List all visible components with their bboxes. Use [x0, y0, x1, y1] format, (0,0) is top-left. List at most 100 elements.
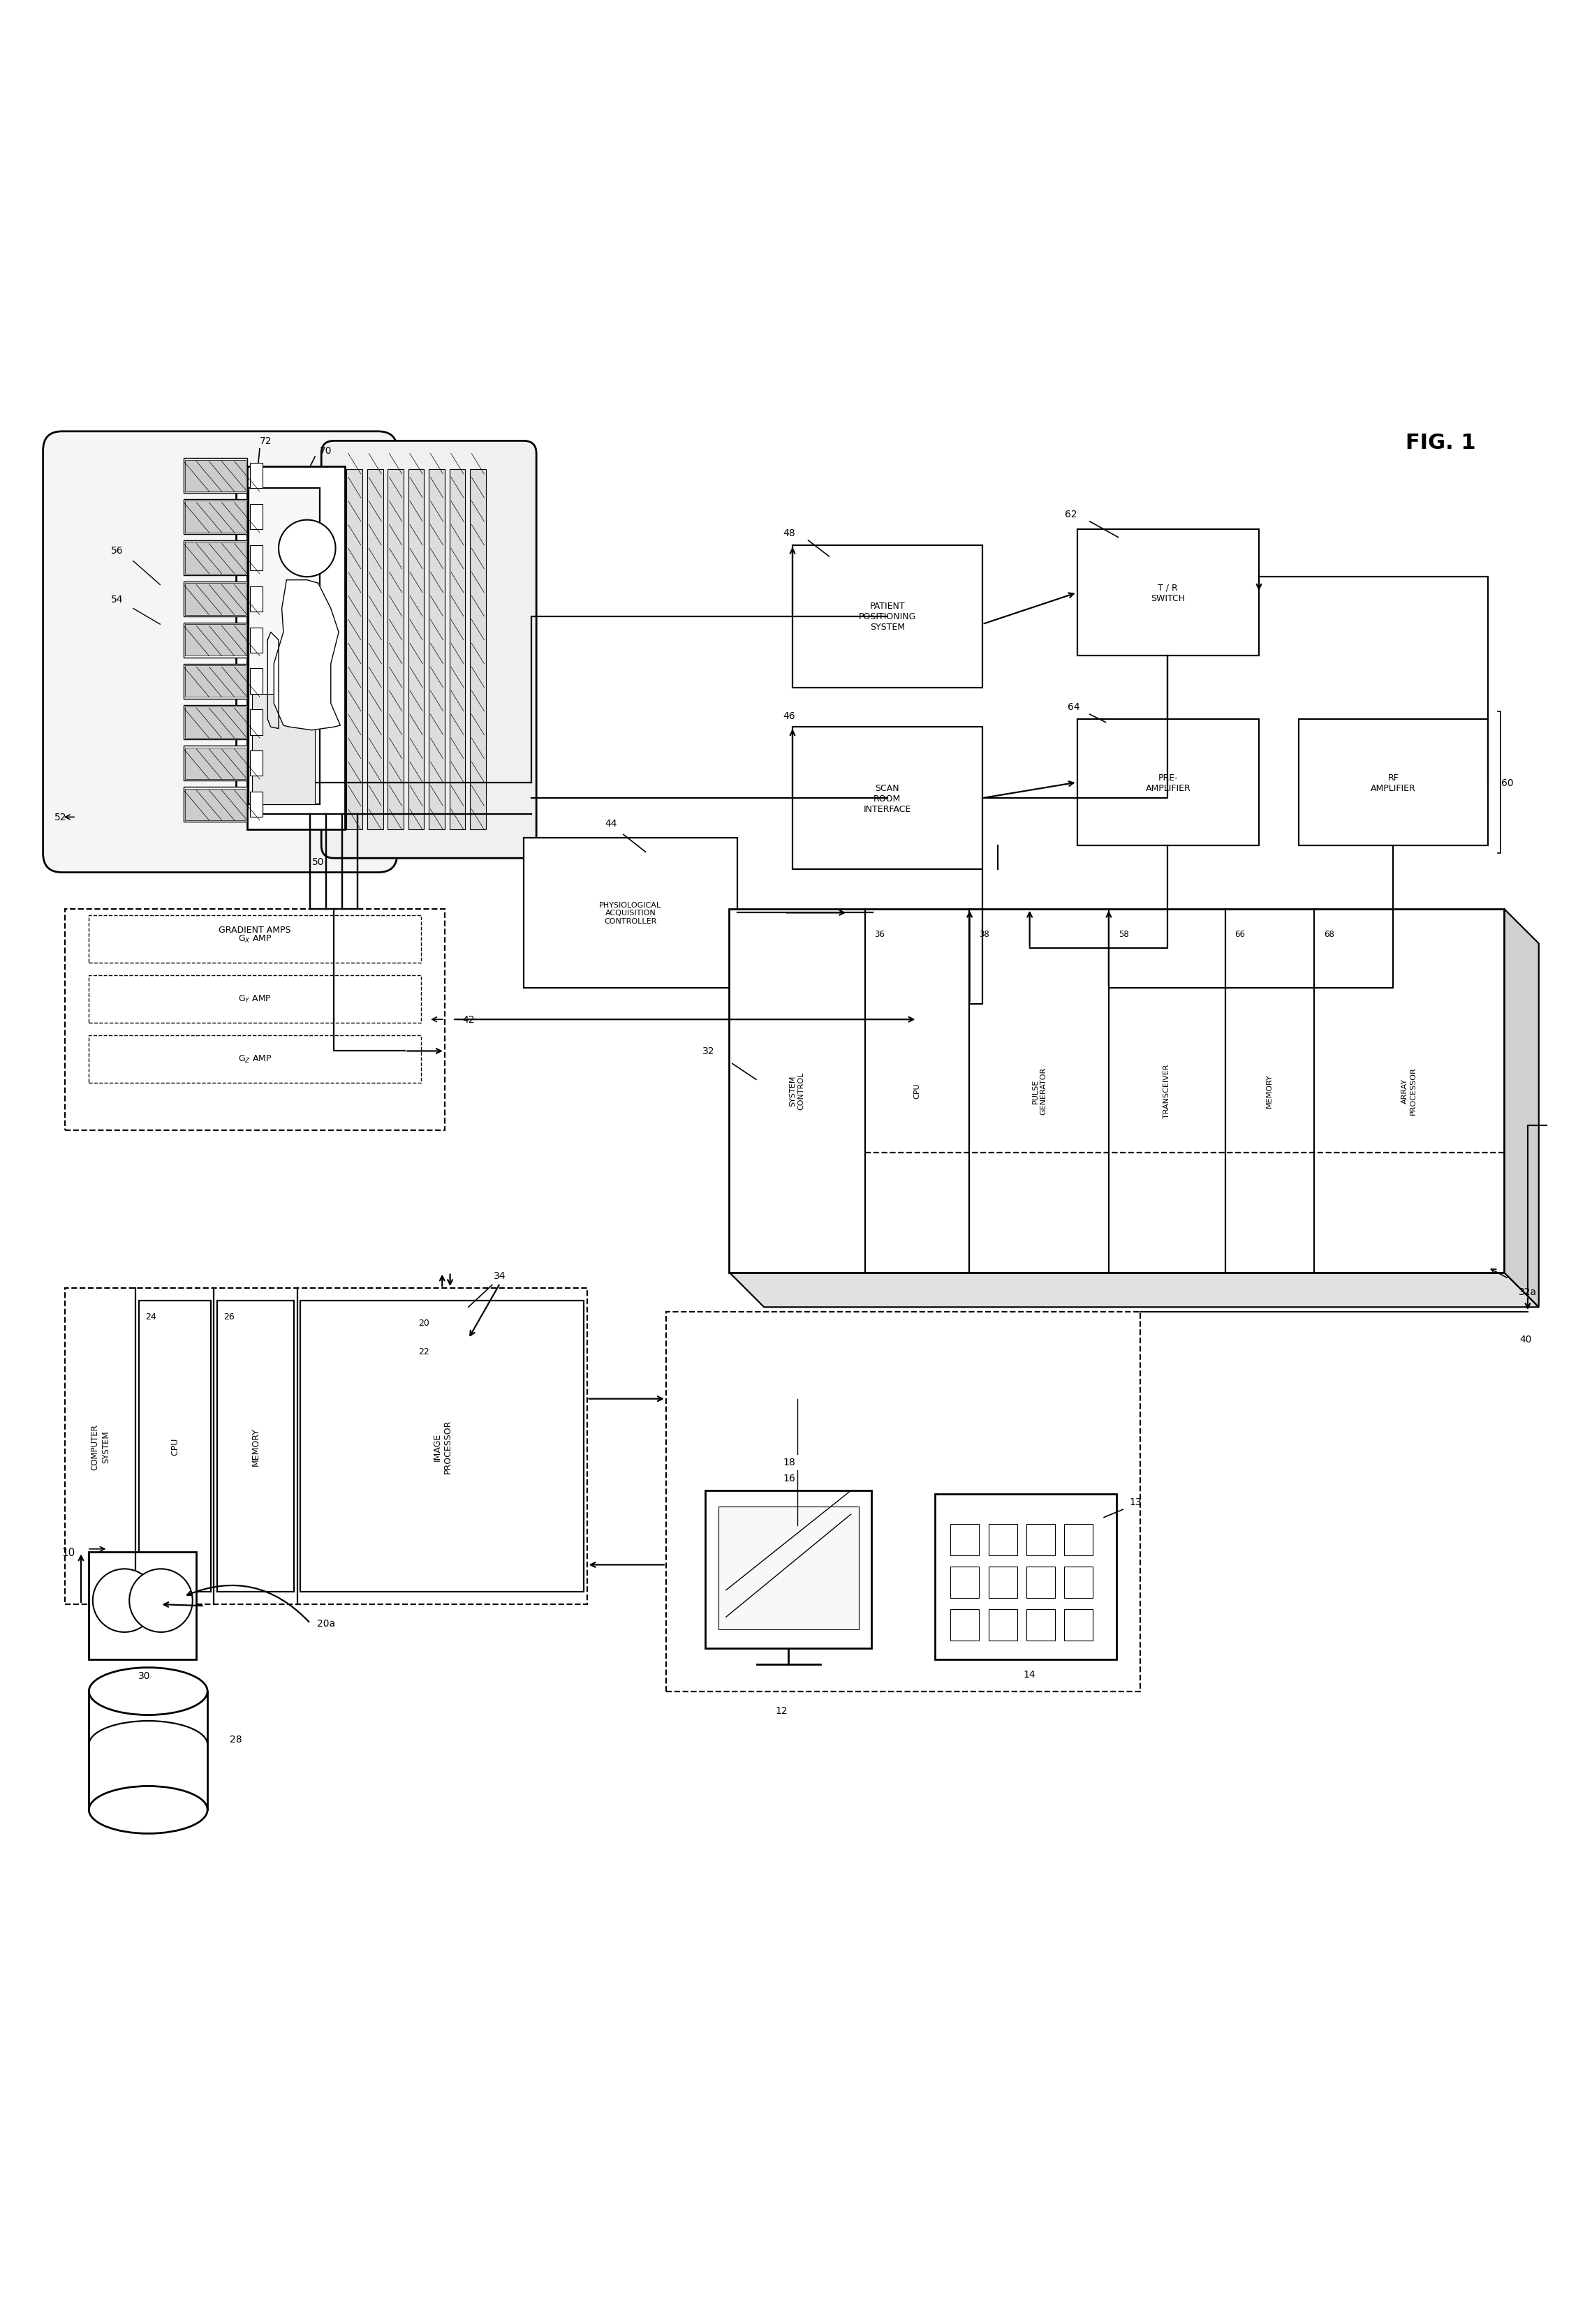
Bar [185, 502, 246, 532]
Bar [1298, 720, 1488, 846]
Text: 54: 54 [111, 595, 124, 604]
Text: RF
AMPLIFIER: RF AMPLIFIER [1371, 774, 1415, 792]
FancyBboxPatch shape [322, 442, 536, 858]
Text: PATIENT
POSITIONING
SYSTEM: PATIENT POSITIONING SYSTEM [859, 602, 916, 632]
Text: 44: 44 [604, 818, 617, 830]
Text: FIG. 1: FIG. 1 [1406, 432, 1476, 453]
Bar [469, 469, 485, 830]
Text: PRE-
AMPLIFIER: PRE- AMPLIFIER [1146, 774, 1190, 792]
Text: G$_X$ AMP: G$_X$ AMP [238, 934, 273, 944]
Bar [409, 469, 425, 830]
Bar [1065, 1608, 1094, 1641]
Bar [1027, 1608, 1056, 1641]
Bar [250, 669, 263, 695]
Bar [184, 704, 247, 739]
Bar [250, 711, 263, 734]
Text: 62: 62 [1065, 509, 1076, 518]
Text: 66: 66 [1235, 930, 1246, 939]
Text: 58: 58 [1119, 930, 1129, 939]
Bar [184, 788, 247, 823]
Text: COMPUTER
SYSTEM: COMPUTER SYSTEM [90, 1425, 111, 1469]
Circle shape [130, 1569, 192, 1631]
Text: CPU: CPU [913, 1083, 921, 1099]
Text: T / R
SWITCH: T / R SWITCH [1151, 583, 1186, 602]
Bar [184, 500, 247, 535]
Text: CPU: CPU [170, 1439, 179, 1455]
Bar [236, 474, 334, 818]
Text: SCAN
ROOM
INTERFACE: SCAN ROOM INTERFACE [864, 783, 911, 813]
Text: 22: 22 [418, 1348, 430, 1357]
Bar [250, 462, 263, 488]
Bar [250, 586, 263, 611]
Text: G$_Y$ AMP: G$_Y$ AMP [238, 995, 271, 1004]
Bar [951, 1566, 980, 1599]
Bar [252, 695, 315, 804]
Text: 12: 12 [775, 1706, 788, 1715]
Bar [1065, 1525, 1094, 1555]
Bar [65, 909, 445, 1129]
Bar [184, 665, 247, 700]
Bar [368, 469, 384, 830]
Bar [301, 1301, 583, 1592]
Bar [65, 1287, 586, 1604]
Bar [705, 1490, 872, 1648]
Text: PULSE
GENERATOR: PULSE GENERATOR [1032, 1067, 1046, 1116]
Polygon shape [274, 581, 341, 730]
Text: 42: 42 [463, 1016, 474, 1025]
Bar [185, 790, 246, 820]
Bar [347, 469, 363, 830]
Text: 24: 24 [146, 1313, 155, 1322]
Bar [792, 727, 983, 869]
Bar [935, 1494, 1116, 1659]
FancyBboxPatch shape [43, 432, 398, 874]
Circle shape [94, 1569, 155, 1631]
Bar [89, 1037, 422, 1083]
Bar [250, 504, 263, 530]
Text: 46: 46 [783, 711, 796, 720]
Text: MEMORY: MEMORY [1266, 1074, 1273, 1109]
Bar [185, 625, 246, 655]
Bar [523, 839, 737, 988]
Text: 56: 56 [111, 546, 124, 555]
Bar [139, 1301, 211, 1592]
Bar [185, 706, 246, 739]
Text: 68: 68 [1323, 930, 1335, 939]
Text: 16: 16 [783, 1473, 796, 1483]
Polygon shape [729, 1274, 1539, 1308]
Bar [729, 909, 1504, 1274]
Ellipse shape [89, 1669, 208, 1715]
Bar [1078, 720, 1258, 846]
Text: 70: 70 [320, 446, 333, 456]
Bar [666, 1313, 1140, 1692]
Bar [89, 976, 422, 1023]
Circle shape [279, 521, 336, 576]
Bar [989, 1566, 1018, 1599]
Bar [450, 469, 466, 830]
Bar [250, 792, 263, 818]
Bar [989, 1525, 1018, 1555]
Text: 50: 50 [312, 858, 325, 867]
Polygon shape [1504, 909, 1539, 1308]
Bar [1078, 530, 1258, 655]
Bar [89, 916, 422, 962]
Text: 18: 18 [783, 1457, 796, 1466]
Bar [185, 460, 246, 493]
Text: ARRAY
PROCESSOR: ARRAY PROCESSOR [1401, 1067, 1417, 1116]
Bar [247, 467, 346, 830]
Bar [185, 665, 246, 697]
Text: 64: 64 [1068, 702, 1079, 711]
Text: 34: 34 [495, 1271, 506, 1281]
Bar [185, 748, 246, 779]
Bar [184, 623, 247, 658]
Bar [184, 581, 247, 616]
Text: 28: 28 [230, 1734, 243, 1743]
Text: MEMORY: MEMORY [250, 1427, 260, 1466]
Bar [184, 746, 247, 781]
Text: GRADIENT AMPS: GRADIENT AMPS [219, 925, 292, 934]
Bar [430, 469, 445, 830]
Text: IMAGE
PROCESSOR: IMAGE PROCESSOR [433, 1420, 452, 1473]
Bar [989, 1608, 1018, 1641]
Bar [185, 541, 246, 574]
Text: G$_Z$ AMP: G$_Z$ AMP [238, 1055, 273, 1064]
Bar [217, 1301, 295, 1592]
